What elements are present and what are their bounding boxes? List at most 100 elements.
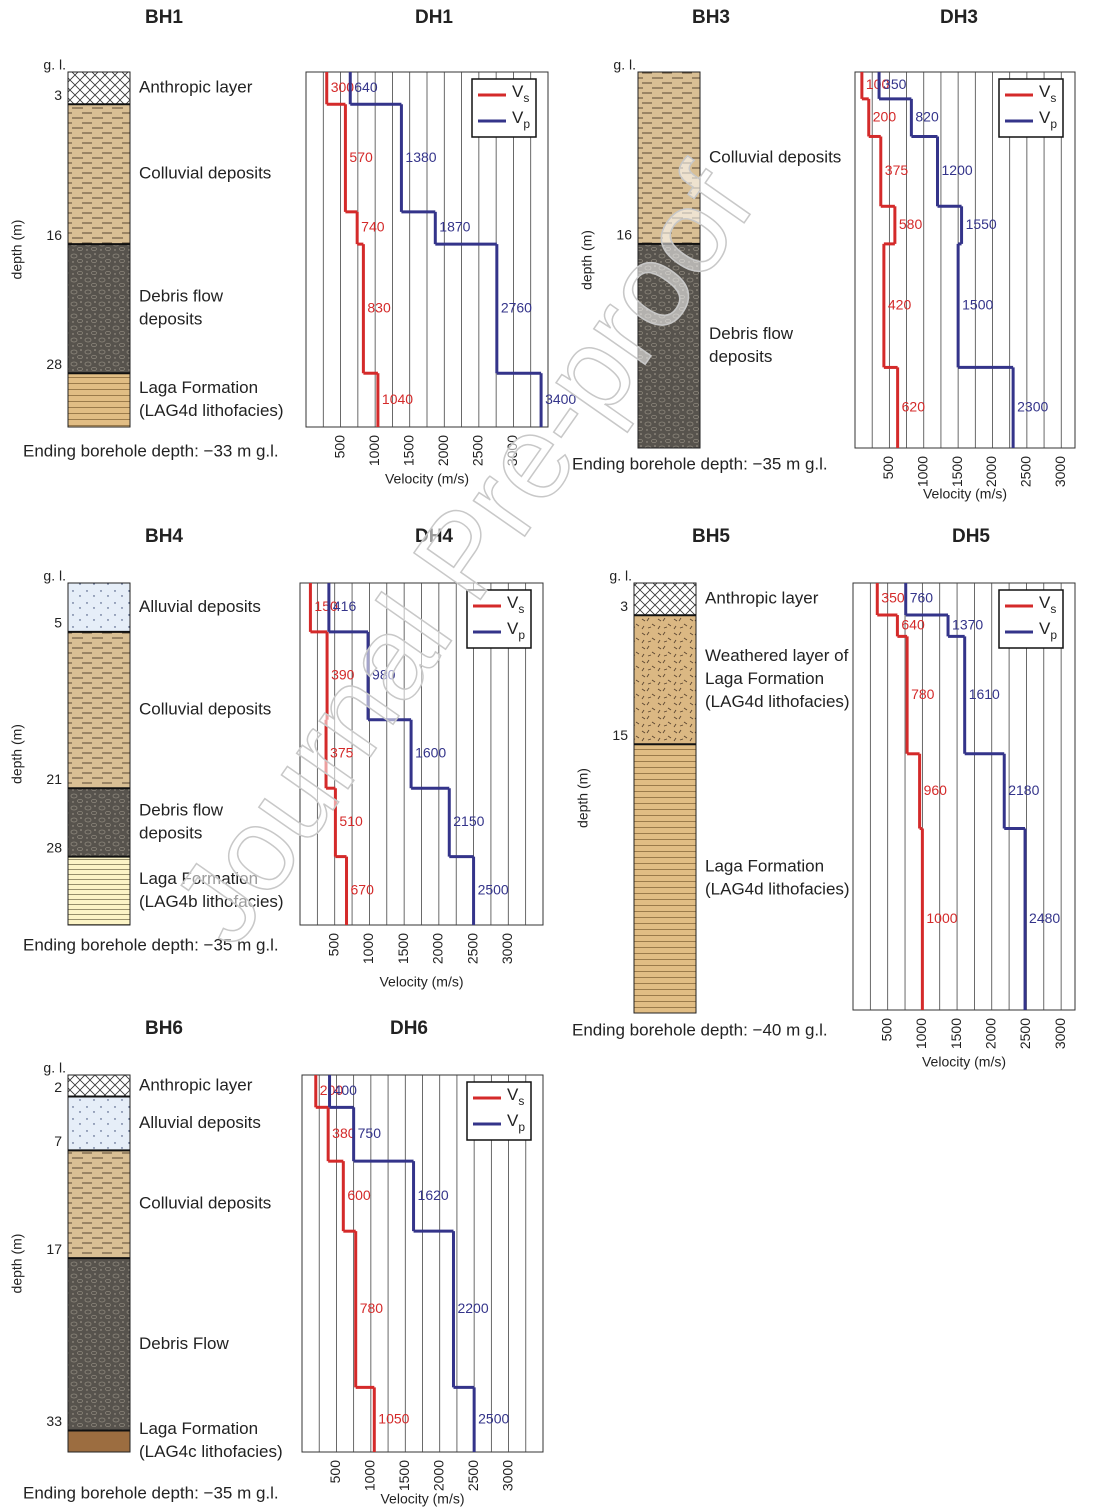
value-label: 2200 xyxy=(457,1300,488,1316)
x-tick-label: 3000 xyxy=(499,1460,515,1491)
value-label: 1550 xyxy=(966,216,997,232)
ground-level-label: g. l. xyxy=(43,568,66,584)
ground-level-label: g. l. xyxy=(613,57,636,73)
y-axis-label: depth (m) xyxy=(9,1234,25,1294)
depth-tick-label: 3 xyxy=(54,87,62,103)
ground-level-label: g. l. xyxy=(43,1060,66,1076)
y-axis-label: depth (m) xyxy=(9,220,25,280)
layer-label: (LAG4c lithofacies) xyxy=(139,1442,283,1461)
value-label: 2300 xyxy=(1017,398,1048,414)
layer xyxy=(68,788,130,856)
value-label: 1200 xyxy=(942,162,973,178)
x-tick-label: 500 xyxy=(880,456,896,480)
value-label: 350 xyxy=(881,590,905,606)
panel-title: BH3 xyxy=(692,7,730,28)
value-label: 2760 xyxy=(501,299,532,315)
value-label: 1600 xyxy=(415,745,446,761)
value-label: 2480 xyxy=(1029,910,1060,926)
depth-tick-label: 17 xyxy=(46,1241,62,1257)
value-label: 1370 xyxy=(952,616,983,632)
layer-label: Weathered layer of xyxy=(705,646,849,665)
value-label: 620 xyxy=(902,398,926,414)
layer-label: Debris flow xyxy=(139,287,224,306)
layer-label: Colluvial deposits xyxy=(709,147,841,166)
layer-label: Colluvial deposits xyxy=(139,164,271,183)
footer: Ending borehole depth: −33 m g.l. xyxy=(23,441,279,460)
x-axis-label: Velocity (m/s) xyxy=(380,1491,464,1507)
value-label: 1380 xyxy=(405,149,436,165)
x-axis-label: Velocity (m/s) xyxy=(922,1054,1006,1070)
x-tick-label: 2500 xyxy=(1018,456,1034,487)
value-label: 760 xyxy=(910,590,934,606)
depth-tick-label: 5 xyxy=(54,615,62,631)
layer-label: Alluvial deposits xyxy=(139,1113,261,1132)
value-label: 640 xyxy=(354,79,378,95)
x-tick-label: 1000 xyxy=(360,933,376,964)
value-label: 960 xyxy=(924,782,948,798)
panel-title: DH5 xyxy=(952,526,990,547)
layer xyxy=(68,1150,130,1258)
value-label: 1050 xyxy=(378,1410,409,1426)
x-axis-label: Velocity (m/s) xyxy=(923,486,1007,502)
depth-tick-label: 28 xyxy=(46,839,62,855)
panel-title: DH6 xyxy=(390,1018,428,1039)
depth-tick-label: 33 xyxy=(46,1413,62,1429)
value-label: 750 xyxy=(358,1125,382,1141)
x-tick-label: 500 xyxy=(325,933,341,957)
layer xyxy=(68,632,130,788)
x-tick-label: 1000 xyxy=(362,1460,378,1491)
x-tick-label: 500 xyxy=(878,1018,894,1042)
x-tick-label: 1000 xyxy=(913,1018,929,1049)
value-label: 780 xyxy=(911,686,935,702)
layer-label: Laga Formation xyxy=(705,669,824,688)
value-label: 1610 xyxy=(969,686,1000,702)
value-label: 2150 xyxy=(453,813,484,829)
ground-level-label: g. l. xyxy=(609,568,632,584)
panel-title: BH6 xyxy=(145,1018,183,1039)
x-tick-label: 1500 xyxy=(949,456,965,487)
value-label: 2180 xyxy=(1008,782,1039,798)
value-label: 1870 xyxy=(439,219,470,235)
x-tick-label: 3000 xyxy=(1052,456,1068,487)
value-label: 375 xyxy=(885,162,909,178)
layer xyxy=(68,72,130,104)
value-label: 1500 xyxy=(962,296,993,312)
value-label: 2500 xyxy=(478,882,509,898)
layer-label: Debris flow xyxy=(709,324,794,343)
x-axis-label: Velocity (m/s) xyxy=(379,974,463,990)
figure: BH1 g. l. depth (m) Anthropic layer Colluvia… xyxy=(0,0,1096,1511)
x-tick-label: 1000 xyxy=(914,456,930,487)
ground-level-label: g. l. xyxy=(43,57,66,73)
value-label: 1000 xyxy=(926,910,957,926)
footer: Ending borehole depth: −40 m g.l. xyxy=(572,1020,828,1039)
panel-title: BH5 xyxy=(692,526,730,547)
value-label: 200 xyxy=(873,108,897,124)
value-label: 350 xyxy=(883,76,907,92)
layer-label: Debris Flow xyxy=(139,1334,229,1353)
value-label: 670 xyxy=(351,882,375,898)
layer xyxy=(68,1097,130,1151)
x-tick-label: 2500 xyxy=(1017,1018,1033,1049)
value-label: 1040 xyxy=(382,391,413,407)
layer xyxy=(68,104,130,244)
layer-label: Anthropic layer xyxy=(705,589,819,608)
layer-label: Laga Formation xyxy=(139,378,258,397)
value-label: 2500 xyxy=(478,1410,509,1426)
panel-title: BH1 xyxy=(145,7,183,28)
x-tick-label: 1500 xyxy=(400,435,416,466)
x-tick-label: 1500 xyxy=(395,933,411,964)
value-label: 600 xyxy=(347,1187,371,1203)
layer-label: Colluvial deposits xyxy=(139,700,271,719)
x-tick-label: 1500 xyxy=(948,1018,964,1049)
footer: Ending borehole depth: −35 m g.l. xyxy=(23,1483,279,1502)
layer xyxy=(68,373,130,427)
layer-label: Laga Formation xyxy=(139,1419,258,1438)
x-tick-label: 2000 xyxy=(983,456,999,487)
x-tick-label: 1000 xyxy=(366,435,382,466)
layer-label: deposits xyxy=(709,347,772,366)
x-tick-label: 2000 xyxy=(982,1018,998,1049)
layer-label: (LAG4d lithofacies) xyxy=(139,401,284,420)
layer xyxy=(68,583,130,632)
y-axis-label: depth (m) xyxy=(9,724,25,784)
value-label: 420 xyxy=(888,296,912,312)
